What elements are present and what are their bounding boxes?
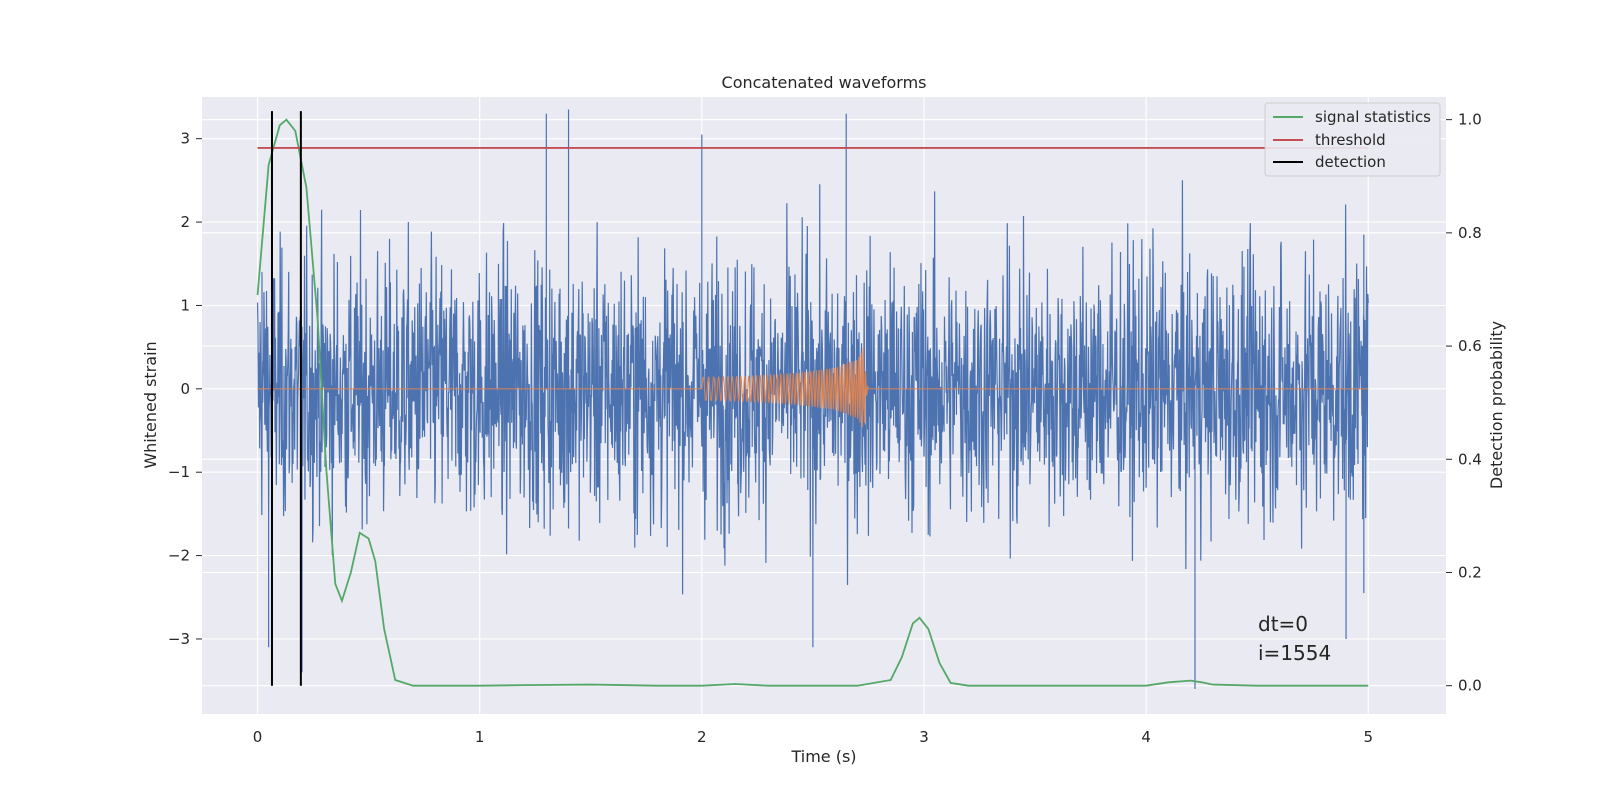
y-tick-label: 3 bbox=[180, 130, 190, 148]
y-tick-label: −3 bbox=[168, 630, 190, 648]
y-right-tick-label: 0.6 bbox=[1458, 337, 1482, 355]
legend-label-signal-statistics: signal statistics bbox=[1315, 108, 1431, 126]
y-axis-right-label: Detection probability bbox=[1487, 321, 1506, 489]
legend-label-detection: detection bbox=[1315, 153, 1386, 171]
y-tick-label: 2 bbox=[180, 213, 190, 231]
annotation-index: i=1554 bbox=[1258, 641, 1331, 665]
y-right-tick-label: 0.0 bbox=[1458, 677, 1482, 695]
chart-title: Concatenated waveforms bbox=[722, 73, 927, 92]
y-tick-label: 1 bbox=[180, 296, 190, 314]
legend: signal statistics threshold detection bbox=[1264, 102, 1441, 177]
x-tick-label: 0 bbox=[253, 728, 263, 746]
y-right-tick-label: 0.8 bbox=[1458, 224, 1482, 242]
y-tick-label: −1 bbox=[168, 463, 190, 481]
x-tick-label: 2 bbox=[697, 728, 707, 746]
y-axis-label: Whitened strain bbox=[141, 341, 160, 468]
annotation-dt: dt=0 bbox=[1258, 612, 1308, 636]
legend-label-threshold: threshold bbox=[1315, 131, 1386, 149]
y-tick-label: 0 bbox=[180, 380, 190, 398]
y-right-tick-label: 0.2 bbox=[1458, 563, 1482, 581]
x-tick-label: 1 bbox=[475, 728, 485, 746]
detection-lines bbox=[270, 111, 302, 686]
ticks: 0 1 2 3 4 5 −3 −2 −1 0 1 2 3 0.0 0.2 0.4 0.6 0.8 1.0 bbox=[168, 111, 1482, 746]
x-tick-label: 4 bbox=[1141, 728, 1151, 746]
signal-statistics-line bbox=[256, 118, 1369, 687]
legend-box bbox=[1264, 102, 1441, 177]
injected-waveform-line bbox=[257, 348, 1369, 428]
y-right-tick-label: 1.0 bbox=[1458, 111, 1482, 129]
plot-series bbox=[256, 109, 1369, 689]
x-tick-label: 3 bbox=[919, 728, 929, 746]
noise-series-line bbox=[256, 109, 1369, 689]
y-right-tick-label: 0.4 bbox=[1458, 450, 1482, 468]
y-tick-label: −2 bbox=[168, 547, 190, 565]
x-axis-label: Time (s) bbox=[790, 747, 856, 766]
x-tick-label: 5 bbox=[1363, 728, 1373, 746]
